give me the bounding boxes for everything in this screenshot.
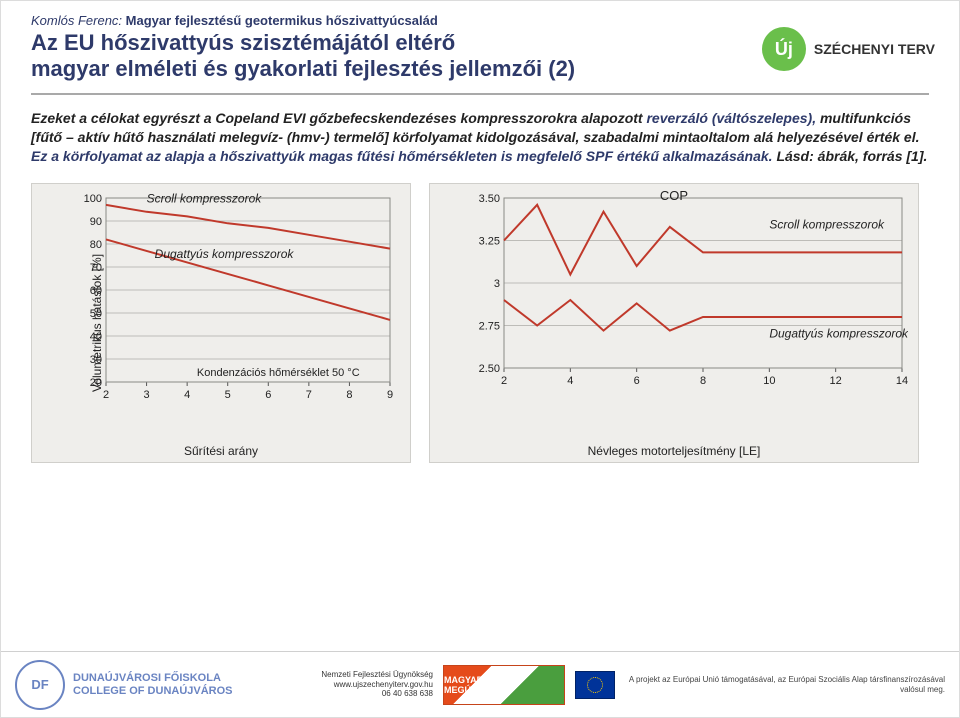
svg-text:3.50: 3.50 — [479, 193, 500, 205]
svg-text:6: 6 — [634, 375, 640, 387]
svg-text:Dugattyús kompresszorok: Dugattyús kompresszorok — [155, 247, 295, 261]
svg-text:2.75: 2.75 — [479, 321, 500, 333]
chart1-xlabel: Sűrítési arány — [184, 444, 258, 458]
svg-text:Kondenzációs hőmérséklet 50 °C: Kondenzációs hőmérséklet 50 °C — [197, 367, 360, 379]
p1-accent-b: Ez a körfolyamat az alapja a hőszivattyú… — [31, 148, 773, 164]
svg-text:14: 14 — [896, 375, 908, 387]
svg-text:Scroll kompresszorok: Scroll kompresszorok — [769, 218, 885, 232]
szechenyi-mark-icon: Új — [762, 27, 806, 71]
agency-phone: 06 40 638 638 — [321, 689, 433, 699]
chart2-plot: 2.50 2.75 3 3.25 3.50 2 4 6 8 10 12 14 Scroll kompre… — [474, 192, 908, 388]
college-logo-icon: DF — [15, 660, 65, 710]
chart-cop: COP Névleges motorteljesítmény [LE] 2.50… — [429, 183, 919, 463]
eu-cofinance-text: A projekt az Európai Unió támogatásával,… — [625, 675, 945, 694]
svg-text:8: 8 — [346, 389, 352, 401]
hungary-renew-banner: MAGYARORSZÁG MEGÚJUL — [443, 665, 565, 705]
agency-url: www.ujszechenyiterv.gov.hu — [321, 680, 433, 690]
chart1-plot: 203040506070809010023456789Scroll kompre… — [76, 192, 396, 402]
svg-text:Dugattyús kompresszorok: Dugattyús kompresszorok — [769, 327, 908, 341]
svg-text:3: 3 — [144, 389, 150, 401]
eu-flag-icon — [575, 671, 615, 699]
svg-text:10: 10 — [763, 375, 775, 387]
college-name: DUNAÚJVÁROSI FŐISKOLA COLLEGE OF DUNAÚJV… — [73, 672, 233, 697]
szechenyi-logo-text: SZÉCHENYI TERV — [814, 41, 935, 57]
svg-text:4: 4 — [184, 389, 190, 401]
author-name: Komlós Ferenc: — [31, 13, 122, 28]
college-name-en: COLLEGE OF DUNAÚJVÁROS — [73, 685, 233, 698]
svg-text:100: 100 — [84, 193, 102, 205]
college-name-hu: DUNAÚJVÁROSI FŐISKOLA — [73, 672, 233, 685]
svg-text:4: 4 — [567, 375, 573, 387]
p1-c: Lásd: ábrák, forrás [1]. — [776, 148, 927, 164]
svg-text:2.50: 2.50 — [479, 363, 500, 375]
svg-text:3: 3 — [494, 278, 500, 290]
topic-title: Magyar fejlesztésű geotermikus hőszivatt… — [126, 13, 438, 28]
svg-text:7: 7 — [306, 389, 312, 401]
svg-text:6: 6 — [265, 389, 271, 401]
agency-name: Nemzeti Fejlesztési Ügynökség — [321, 670, 433, 680]
slide-footer: DF DUNAÚJVÁROSI FŐISKOLA COLLEGE OF DUNA… — [1, 651, 959, 717]
svg-text:5: 5 — [225, 389, 231, 401]
footer-right: Nemzeti Fejlesztési Ügynökség www.ujszec… — [321, 665, 945, 705]
body-text: Ezeket a célokat egyrészt a Copeland EVI… — [1, 109, 959, 166]
footer-left: DF DUNAÚJVÁROSI FŐISKOLA COLLEGE OF DUNA… — [15, 660, 233, 710]
author-line: Komlós Ferenc: Magyar fejlesztésű geoter… — [31, 13, 929, 28]
svg-text:80: 80 — [90, 239, 102, 251]
svg-text:3.25: 3.25 — [479, 236, 500, 248]
svg-text:2: 2 — [501, 375, 507, 387]
charts-row: Volumetrikus hatásfok [%] Sűrítési arány… — [31, 183, 929, 463]
p1-accent-a: reverzáló (váltószelepes), — [646, 110, 816, 126]
szechenyi-logo: Új SZÉCHENYI TERV — [762, 27, 935, 71]
chart1-ylabel: Volumetrikus hatásfok [%] — [90, 254, 104, 392]
svg-text:9: 9 — [387, 389, 393, 401]
paragraph-1: Ezeket a célokat egyrészt a Copeland EVI… — [31, 109, 929, 166]
agency-info: Nemzeti Fejlesztési Ügynökség www.ujszec… — [321, 670, 433, 699]
hungary-renew-text: MAGYARORSZÁG MEGÚJUL — [444, 675, 564, 695]
p1-a: Ezeket a célokat egyrészt a Copeland EVI… — [31, 110, 646, 126]
chart2-xlabel: Névleges motorteljesítmény [LE] — [588, 444, 761, 458]
svg-text:Scroll kompresszorok: Scroll kompresszorok — [147, 192, 263, 206]
svg-text:12: 12 — [830, 375, 842, 387]
header-divider — [31, 93, 929, 95]
chart2-title: COP — [660, 188, 688, 203]
chart-volumetric-efficiency: Volumetrikus hatásfok [%] Sűrítési arány… — [31, 183, 411, 463]
svg-text:90: 90 — [90, 216, 102, 228]
svg-text:8: 8 — [700, 375, 706, 387]
